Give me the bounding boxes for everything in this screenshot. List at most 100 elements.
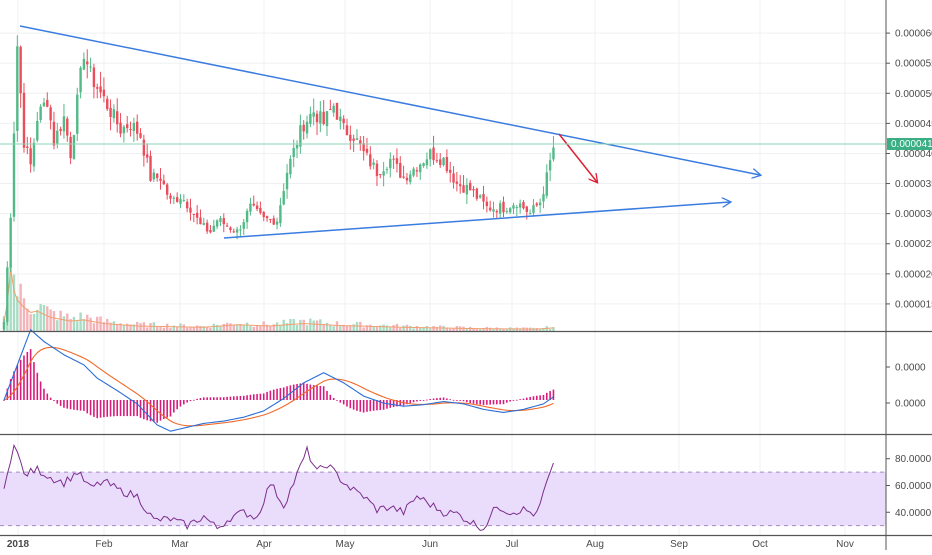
macd-histogram-bar — [292, 384, 295, 400]
volume-bar — [379, 325, 382, 331]
candle — [36, 120, 39, 141]
candle — [162, 180, 166, 185]
volume-bar — [72, 316, 76, 331]
candle — [39, 106, 42, 120]
candle — [365, 148, 369, 153]
candle — [362, 143, 365, 152]
macd-histogram-bar — [342, 400, 345, 405]
macd-histogram-bar — [312, 385, 315, 400]
macd-histogram-bar — [139, 400, 142, 418]
macd-histogram-bar — [496, 400, 498, 405]
volume-bar — [145, 327, 149, 331]
candle — [275, 221, 279, 225]
volume-bar — [76, 321, 79, 331]
candle — [172, 197, 176, 199]
candle — [315, 113, 319, 123]
candle — [195, 212, 199, 218]
macd-histogram-bar — [149, 400, 152, 422]
volume-bar — [112, 321, 116, 331]
macd-histogram-bar — [113, 400, 115, 417]
macd-histogram-bar — [222, 397, 225, 400]
candle — [355, 138, 359, 140]
macd-histogram-bar — [516, 399, 518, 401]
candle — [155, 173, 159, 178]
macd-histogram-bar — [216, 397, 218, 400]
candle — [335, 102, 339, 120]
candle — [272, 218, 275, 225]
candle — [359, 140, 362, 145]
volume-bar — [89, 317, 92, 331]
candle — [212, 225, 215, 232]
volume-bar — [432, 325, 435, 331]
candle — [309, 113, 312, 124]
macd-histogram-bar — [519, 399, 521, 400]
candle — [312, 112, 315, 117]
candle — [302, 124, 305, 132]
macd-histogram-bar — [286, 386, 288, 400]
volume-bar — [122, 325, 126, 331]
macd-histogram-bar — [123, 400, 125, 417]
macd-tick-label: 0.0000 — [895, 363, 926, 374]
macd-histogram-bar — [372, 400, 375, 411]
volume-bar — [372, 326, 375, 331]
macd-histogram-bar — [429, 399, 432, 400]
candle — [255, 205, 259, 210]
macd-histogram-bar — [526, 397, 528, 400]
candle — [229, 227, 232, 231]
volume-bar — [235, 324, 239, 331]
macd-histogram-bar — [212, 397, 215, 400]
macd-histogram-bar — [456, 400, 458, 401]
candle — [402, 176, 405, 178]
candle — [382, 171, 385, 176]
volume-bar — [56, 320, 59, 331]
macd-histogram-bar — [262, 393, 265, 400]
volume-bar — [66, 313, 69, 331]
volume-bar — [369, 324, 372, 331]
macd-histogram-bar — [466, 400, 468, 403]
volume-bar — [465, 328, 469, 331]
candle — [132, 123, 136, 131]
volume-bar — [39, 304, 42, 331]
volume-bar — [155, 326, 159, 331]
candle — [29, 148, 32, 165]
candle — [429, 149, 432, 160]
macd-histogram-bar — [442, 397, 445, 400]
candle — [102, 89, 106, 97]
macd-histogram-bar — [449, 399, 452, 401]
volume-bar — [415, 326, 419, 331]
candle — [219, 218, 222, 222]
volume-bar — [195, 325, 199, 331]
volume-bar — [542, 327, 545, 331]
macd-histogram-bar — [379, 400, 382, 411]
candle — [472, 189, 475, 191]
volume-bar — [92, 323, 96, 331]
candle — [422, 163, 425, 166]
candle — [22, 92, 26, 148]
macd-histogram-bar — [309, 384, 312, 400]
candle — [46, 99, 49, 107]
macd-histogram-bar — [436, 398, 438, 400]
macd-histogram-bar — [73, 400, 75, 410]
candle — [122, 126, 126, 134]
candle — [522, 202, 525, 209]
candles-layer — [2, 35, 555, 332]
candle — [6, 267, 9, 323]
candle — [19, 46, 22, 94]
candle — [469, 182, 472, 191]
macd-histogram-bar — [472, 400, 475, 404]
candle — [189, 207, 192, 213]
volume-bar — [242, 324, 245, 331]
volume-bar — [312, 320, 315, 331]
macd-histogram-bar — [19, 359, 22, 400]
candle — [385, 169, 389, 171]
candle — [192, 213, 196, 215]
candle — [279, 205, 282, 224]
candle — [395, 158, 399, 164]
volume-bar — [449, 328, 452, 331]
macd-histogram-bar — [409, 400, 412, 404]
macd-histogram-bar — [299, 383, 302, 400]
macd-histogram-bar — [249, 394, 252, 400]
macd-histogram-bar — [16, 364, 19, 400]
macd-histogram-bar — [106, 400, 109, 417]
